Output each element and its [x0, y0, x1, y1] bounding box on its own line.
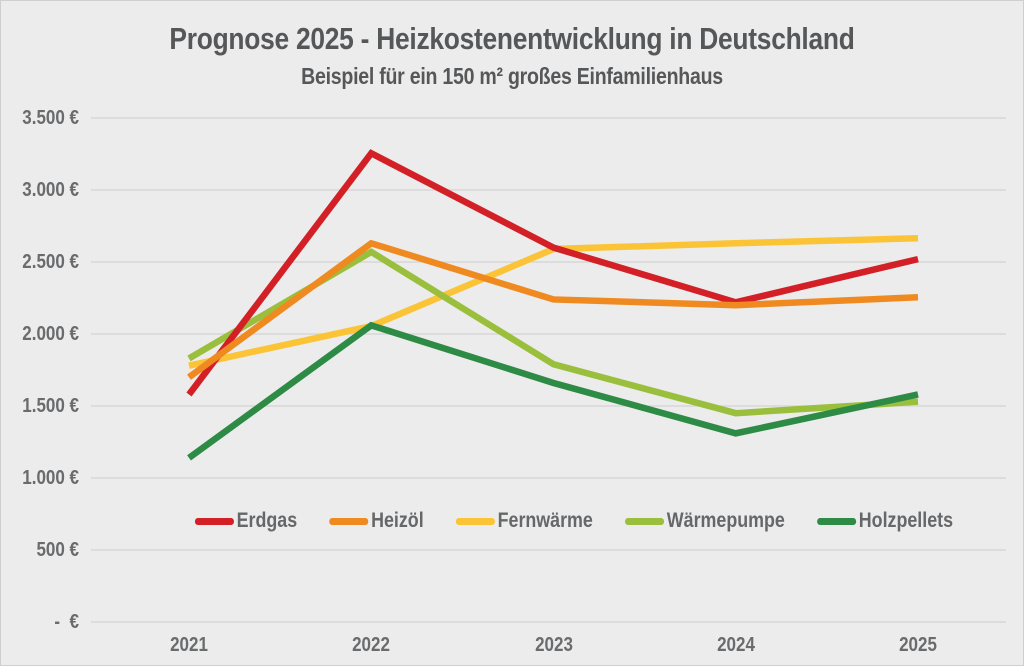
series-line-erdgas: [186, 149, 919, 397]
x-axis-label: 2025: [899, 634, 937, 656]
series-line-holzpellets: [187, 321, 919, 461]
legend-item-waermepumpe: Wärmepumpe: [625, 509, 785, 533]
chart-title: Prognose 2025 - Heizkostenentwicklung in…: [169, 21, 855, 56]
legend-swatch-waermepumpe: [625, 517, 665, 525]
legend-label: Holzpellets: [858, 509, 954, 532]
legend-item-fernwaerme: Fernwärme: [455, 509, 593, 533]
y-axis-label: 500 €: [36, 539, 79, 561]
legend-label: Heizöl: [371, 509, 424, 532]
series-line-waermepumpe: [187, 248, 919, 417]
legend-item-heizoel: Heizöl: [329, 509, 424, 533]
legend-label: Wärmepumpe: [666, 509, 785, 532]
x-axis-label: 2024: [716, 634, 755, 656]
x-axis-label: 2023: [534, 634, 573, 656]
legend-swatch-heizoel: [329, 517, 369, 525]
y-axis-label: 2.000 €: [22, 323, 79, 345]
x-axis-label: 2022: [352, 634, 391, 656]
legend-swatch-holzpellets: [817, 517, 857, 525]
y-axis-label: 3.500 €: [22, 107, 79, 129]
legend-item-erdgas: Erdgas: [194, 509, 298, 533]
y-axis-label: - €: [54, 611, 79, 633]
legend: Erdgas Heizöl Fernwärme Wärmepumpe Holzpelle…: [192, 508, 955, 534]
legend-label: Erdgas: [236, 509, 298, 532]
legend-label: Fernwärme: [497, 509, 593, 532]
y-axis-label: 3.000 €: [22, 179, 79, 201]
y-axis-label: 2.500 €: [22, 251, 79, 273]
y-axis-label: 1.500 €: [22, 395, 79, 417]
x-axis-label: 2021: [170, 634, 208, 656]
series-line-heizoel: [187, 239, 919, 380]
legend-item-holzpellets: Holzpellets: [817, 509, 953, 533]
legend-swatch-fernwaerme: [455, 517, 496, 525]
legend-swatch-erdgas: [194, 517, 235, 525]
y-axis-label: 1.000 €: [22, 467, 79, 489]
chart-subtitle: Beispiel für ein 150 m² großes Einfamili…: [301, 63, 723, 89]
